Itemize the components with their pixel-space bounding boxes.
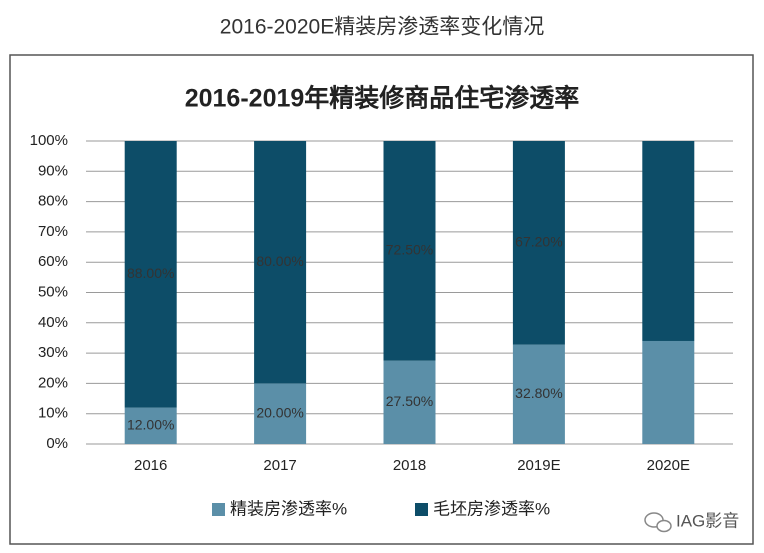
bar-segment xyxy=(124,407,177,444)
bar-segment xyxy=(512,141,565,345)
legend-swatch xyxy=(415,503,428,516)
x-tick-label: 2016 xyxy=(134,457,167,474)
data-label: 80.00% xyxy=(256,253,303,269)
y-tick-label: 30% xyxy=(38,344,68,361)
x-tick-label: 2017 xyxy=(263,457,296,474)
data-label: 32.80% xyxy=(515,385,562,401)
bar-segment xyxy=(124,141,177,408)
page-title: 2016-2020E精装房渗透率变化情况 xyxy=(220,16,544,39)
legend-swatch xyxy=(212,503,225,516)
legend-label: 毛坯房渗透率% xyxy=(433,499,550,518)
bar-segment xyxy=(383,360,436,444)
y-tick-label: 20% xyxy=(38,374,68,391)
bar-segment xyxy=(383,141,436,361)
y-tick-label: 40% xyxy=(38,314,68,331)
y-tick-label: 100% xyxy=(30,132,68,149)
data-label: 72.50% xyxy=(386,242,433,258)
y-tick-label: 50% xyxy=(38,283,68,300)
data-label: 20.00% xyxy=(256,404,303,420)
data-label: 88.00% xyxy=(127,265,174,281)
y-tick-label: 70% xyxy=(38,223,68,240)
bar-segment xyxy=(512,344,565,444)
y-tick-label: 0% xyxy=(46,435,68,452)
data-label: 67.20% xyxy=(515,234,562,250)
y-tick-label: 60% xyxy=(38,253,68,270)
chart-frame xyxy=(9,54,754,545)
bar-segment xyxy=(642,340,695,444)
legend-label: 精装房渗透率% xyxy=(230,499,347,518)
y-tick-label: 90% xyxy=(38,162,68,179)
bar-segment xyxy=(642,141,695,341)
y-tick-label: 10% xyxy=(38,405,68,422)
x-tick-label: 2019E xyxy=(517,457,560,474)
bar-segment xyxy=(254,383,307,444)
bar-segment xyxy=(254,141,307,384)
x-tick-label: 2018 xyxy=(393,457,426,474)
chart-title: 2016-2019年精装修商品住宅渗透率 xyxy=(185,84,580,113)
watermark: IAG影音 xyxy=(676,511,739,530)
data-label: 27.50% xyxy=(386,393,433,409)
data-label: 12.00% xyxy=(127,417,174,433)
y-tick-label: 80% xyxy=(38,193,68,210)
x-tick-label: 2020E xyxy=(647,457,690,474)
watermark-icon xyxy=(644,512,672,533)
